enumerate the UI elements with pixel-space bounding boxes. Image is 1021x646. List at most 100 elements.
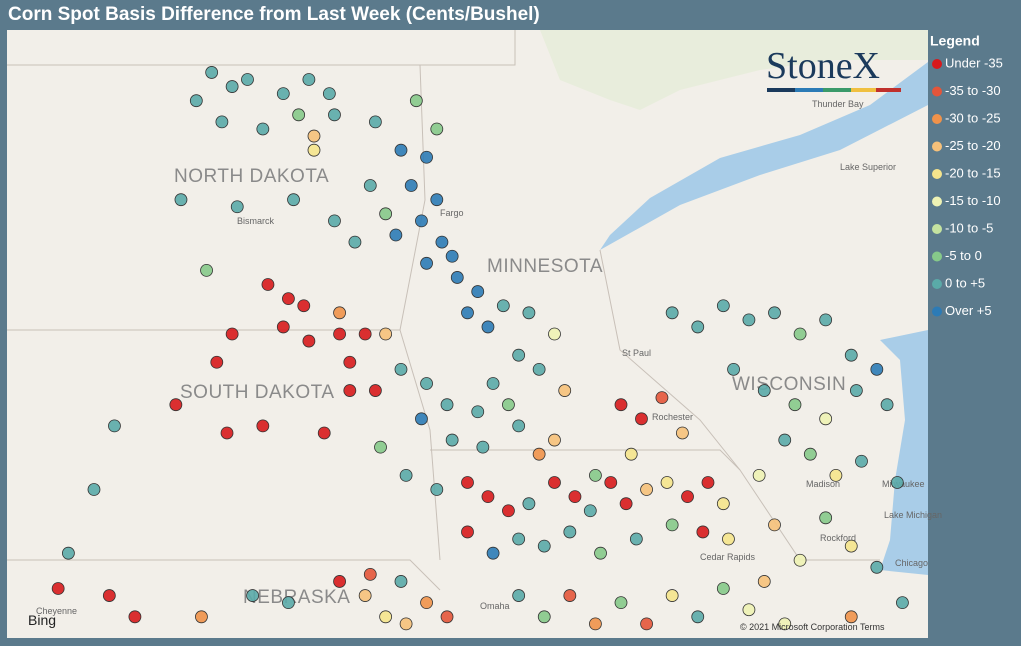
- location-point: [696, 525, 710, 539]
- location-point: [701, 476, 715, 489]
- logo: StoneX: [766, 45, 880, 87]
- city-label: Thunder Bay: [812, 99, 864, 109]
- location-point: [548, 433, 561, 447]
- location-point: [399, 617, 413, 631]
- location-point: [548, 476, 561, 489]
- location-point: [896, 596, 909, 610]
- location-point: [333, 327, 346, 341]
- location-point: [415, 412, 428, 426]
- location-point: [757, 575, 771, 588]
- state-label: NORTH DAKOTA: [174, 166, 329, 187]
- location-point: [563, 525, 577, 539]
- location-point: [512, 419, 526, 433]
- location-point: [307, 129, 321, 143]
- stripe: [876, 88, 901, 92]
- state-label: WISCONSIN: [732, 374, 846, 395]
- location-point: [62, 546, 75, 560]
- location-point: [757, 384, 771, 397]
- location-point: [583, 504, 597, 518]
- legend-label: -20 to -15: [945, 165, 1001, 180]
- legend-label: Under -35: [945, 55, 1003, 70]
- location-point: [287, 193, 300, 207]
- bing-attribution: Bing: [28, 612, 56, 628]
- legend-label: Over +5: [945, 303, 992, 318]
- location-point: [778, 617, 792, 631]
- state-label: SOUTH DAKOTA: [180, 382, 335, 403]
- location-point: [430, 483, 444, 496]
- location-point: [333, 575, 346, 588]
- location-point: [819, 313, 833, 327]
- location-point: [629, 532, 643, 546]
- location-point: [215, 115, 229, 129]
- location-point: [589, 617, 602, 631]
- location-point: [819, 412, 833, 426]
- legend-swatch: [932, 141, 942, 152]
- city-label: St Paul: [622, 348, 651, 358]
- border: [430, 449, 741, 471]
- location-point: [343, 384, 357, 397]
- location-point: [548, 327, 561, 341]
- location-point: [461, 525, 474, 539]
- location-point: [394, 575, 408, 588]
- legend-swatch: [932, 224, 942, 234]
- legend-swatch: [932, 279, 942, 289]
- location-point: [471, 405, 485, 419]
- location-point: [302, 334, 316, 348]
- location-point: [568, 490, 582, 504]
- location-point: [317, 426, 331, 440]
- location-point: [716, 497, 730, 511]
- location-point: [461, 306, 474, 320]
- location-point: [189, 94, 203, 108]
- location-point: [512, 589, 526, 602]
- logo-stripe: [767, 88, 901, 92]
- location-point: [788, 398, 802, 412]
- location-point: [512, 532, 526, 546]
- location-point: [302, 73, 316, 86]
- state-borders: [7, 30, 880, 591]
- map-background: [7, 30, 928, 638]
- legend-label: 0 to +5: [945, 275, 985, 290]
- legend-label: -35 to -30: [945, 83, 1001, 98]
- city-label: Chicago: [895, 558, 928, 568]
- location-point: [225, 80, 239, 93]
- border: [7, 559, 441, 591]
- location-point: [665, 589, 679, 602]
- location-point: [742, 603, 756, 617]
- location-point: [276, 87, 290, 101]
- location-point: [420, 256, 433, 270]
- location-point: [282, 596, 295, 610]
- location-point: [614, 398, 628, 412]
- location-point: [716, 299, 730, 313]
- location-point: [819, 511, 833, 525]
- location-point: [522, 306, 536, 320]
- title: Corn Spot Basis Difference from Last Wee…: [8, 4, 540, 25]
- location-point: [563, 589, 577, 602]
- location-point: [358, 327, 372, 341]
- location-point: [169, 398, 183, 412]
- location-point: [379, 327, 393, 341]
- city-label: Rochester: [652, 412, 693, 422]
- location-point: [440, 398, 454, 412]
- location-point: [768, 518, 781, 532]
- location-point: [486, 377, 500, 390]
- legend-swatch: [932, 169, 942, 179]
- location-point: [624, 447, 638, 461]
- city-label: Lake Michigan: [884, 510, 942, 520]
- location-point: [276, 320, 290, 334]
- legend-swatch: [932, 86, 942, 97]
- location-point: [691, 610, 705, 624]
- location-point: [445, 433, 459, 447]
- location-point: [348, 235, 362, 249]
- stripe: [851, 88, 876, 92]
- location-point: [220, 426, 234, 440]
- city-label: Bismarck: [237, 216, 275, 226]
- location-point: [614, 596, 628, 610]
- location-point: [292, 108, 306, 122]
- location-point: [829, 468, 843, 482]
- location-point: [844, 348, 858, 362]
- location-point: [594, 546, 607, 560]
- location-point: [307, 143, 321, 157]
- location-point: [368, 115, 382, 129]
- location-point: [246, 589, 260, 602]
